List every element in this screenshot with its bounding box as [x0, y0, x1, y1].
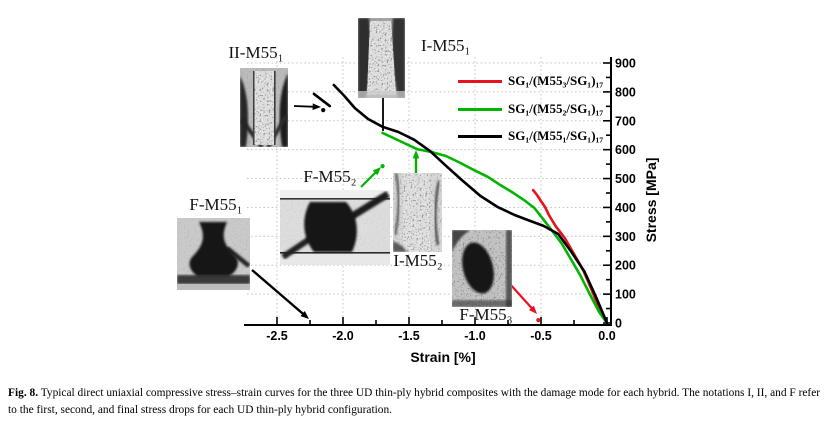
- drop-marker: [380, 164, 385, 169]
- annotation-arrowhead: [528, 305, 537, 314]
- legend-label: SG₁/(M55₃/SG₁)₁₇: [508, 73, 604, 88]
- legend-item-m552: SG₁/(M55₂/SG₁)₁₇: [458, 101, 603, 117]
- y-tick-label: 0: [615, 317, 622, 331]
- y-tick-label: 400: [615, 201, 636, 215]
- micrograph-f-m551: [177, 218, 250, 290]
- drop-marker: [321, 107, 326, 113]
- x-tick-label: -1.5: [398, 329, 420, 343]
- x-tick-label: -0.5: [530, 329, 552, 343]
- y-tick-label: 800: [615, 85, 636, 99]
- annotation-arrow: [508, 282, 534, 311]
- curve-break-segment-m551: [312, 92, 332, 108]
- legend-label: SG₁/(M55₁/SG₁)₁₇: [508, 128, 604, 143]
- micrograph-f-m553: [452, 230, 512, 307]
- stress-strain-figure: -2.5 -2.0 -1.5 -1.0 -0.5 0.0 0 100 200 300 400 500 6…: [177, 18, 659, 365]
- x-tick-label: -2.0: [332, 329, 354, 343]
- x-axis-title: Strain [%]: [410, 349, 475, 365]
- legend-line-black: [458, 134, 502, 138]
- y-tick-label: 100: [615, 288, 636, 302]
- y-tick-label: 500: [615, 172, 636, 186]
- drop-marker: [536, 318, 541, 323]
- axes: [244, 57, 612, 326]
- annotation-arrowhead: [300, 311, 309, 319]
- annotation-arrow: [360, 170, 378, 188]
- micrograph-f-m552: [280, 190, 390, 265]
- y-tick-label: 300: [615, 230, 636, 244]
- micrograph-i-m552: [393, 173, 442, 252]
- x-tick-label: -2.5: [266, 329, 288, 343]
- legend-label: SG₁/(M55₂/SG₁)₁₇: [508, 101, 604, 116]
- curve-m552: [381, 131, 609, 325]
- figure-caption: Fig. 8. Typical direct uniaxial compress…: [8, 385, 830, 418]
- annotation-label-i-m552: I-M55₂: [393, 251, 443, 270]
- y-axis-title: Stress [MPa]: [643, 158, 659, 243]
- legend-item-m553: SG₁/(M55₃/SG₁)₁₇: [458, 73, 603, 89]
- y-tick-label: 200: [615, 259, 636, 273]
- caption-label: Fig. 8.: [8, 387, 39, 399]
- annotation-arrowhead: [312, 103, 321, 110]
- annotation-arrow: [293, 105, 316, 108]
- axis-ticks: [276, 62, 610, 324]
- annotation-arrowhead: [372, 167, 381, 176]
- annotation-label-i-m551: I-M55₁: [421, 36, 471, 55]
- annotation-arrow: [251, 269, 306, 317]
- legend-line-red: [458, 79, 502, 83]
- annotation-label-f-m551: F-M55₁: [189, 195, 243, 214]
- y-tick-label: 600: [615, 143, 636, 157]
- caption-text: Typical direct uniaxial compressive stre…: [8, 387, 821, 416]
- annotation-arrowhead: [412, 150, 420, 159]
- micrograph-i-m551: [358, 18, 405, 98]
- annotation-label-ii-m551: II-M55₁: [228, 43, 284, 62]
- legend-item-m551: SG₁/(M55₁/SG₁)₁₇: [458, 128, 603, 144]
- x-tick-label: -1.0: [464, 329, 486, 343]
- y-tick-label: 700: [615, 114, 636, 128]
- x-tick-labels: -2.5 -2.0 -1.5 -1.0 -0.5 0.0: [266, 329, 616, 343]
- curve-m551: [332, 83, 609, 325]
- annotation-label-f-m553: F-M55₃: [459, 305, 513, 324]
- x-tick-label: 0.0: [598, 329, 615, 343]
- y-tick-label: 900: [615, 57, 636, 71]
- y-tick-labels: 0 100 200 300 400 500 600 700 800 900: [615, 57, 636, 331]
- legend-line-green: [458, 107, 502, 111]
- micrograph-ii-m551: [240, 68, 288, 147]
- plot-canvas: -2.5 -2.0 -1.5 -1.0 -0.5 0.00 100 200 300 400 500 6…: [244, 57, 659, 365]
- annotation-label-f-m552: F-M55₂: [303, 167, 357, 186]
